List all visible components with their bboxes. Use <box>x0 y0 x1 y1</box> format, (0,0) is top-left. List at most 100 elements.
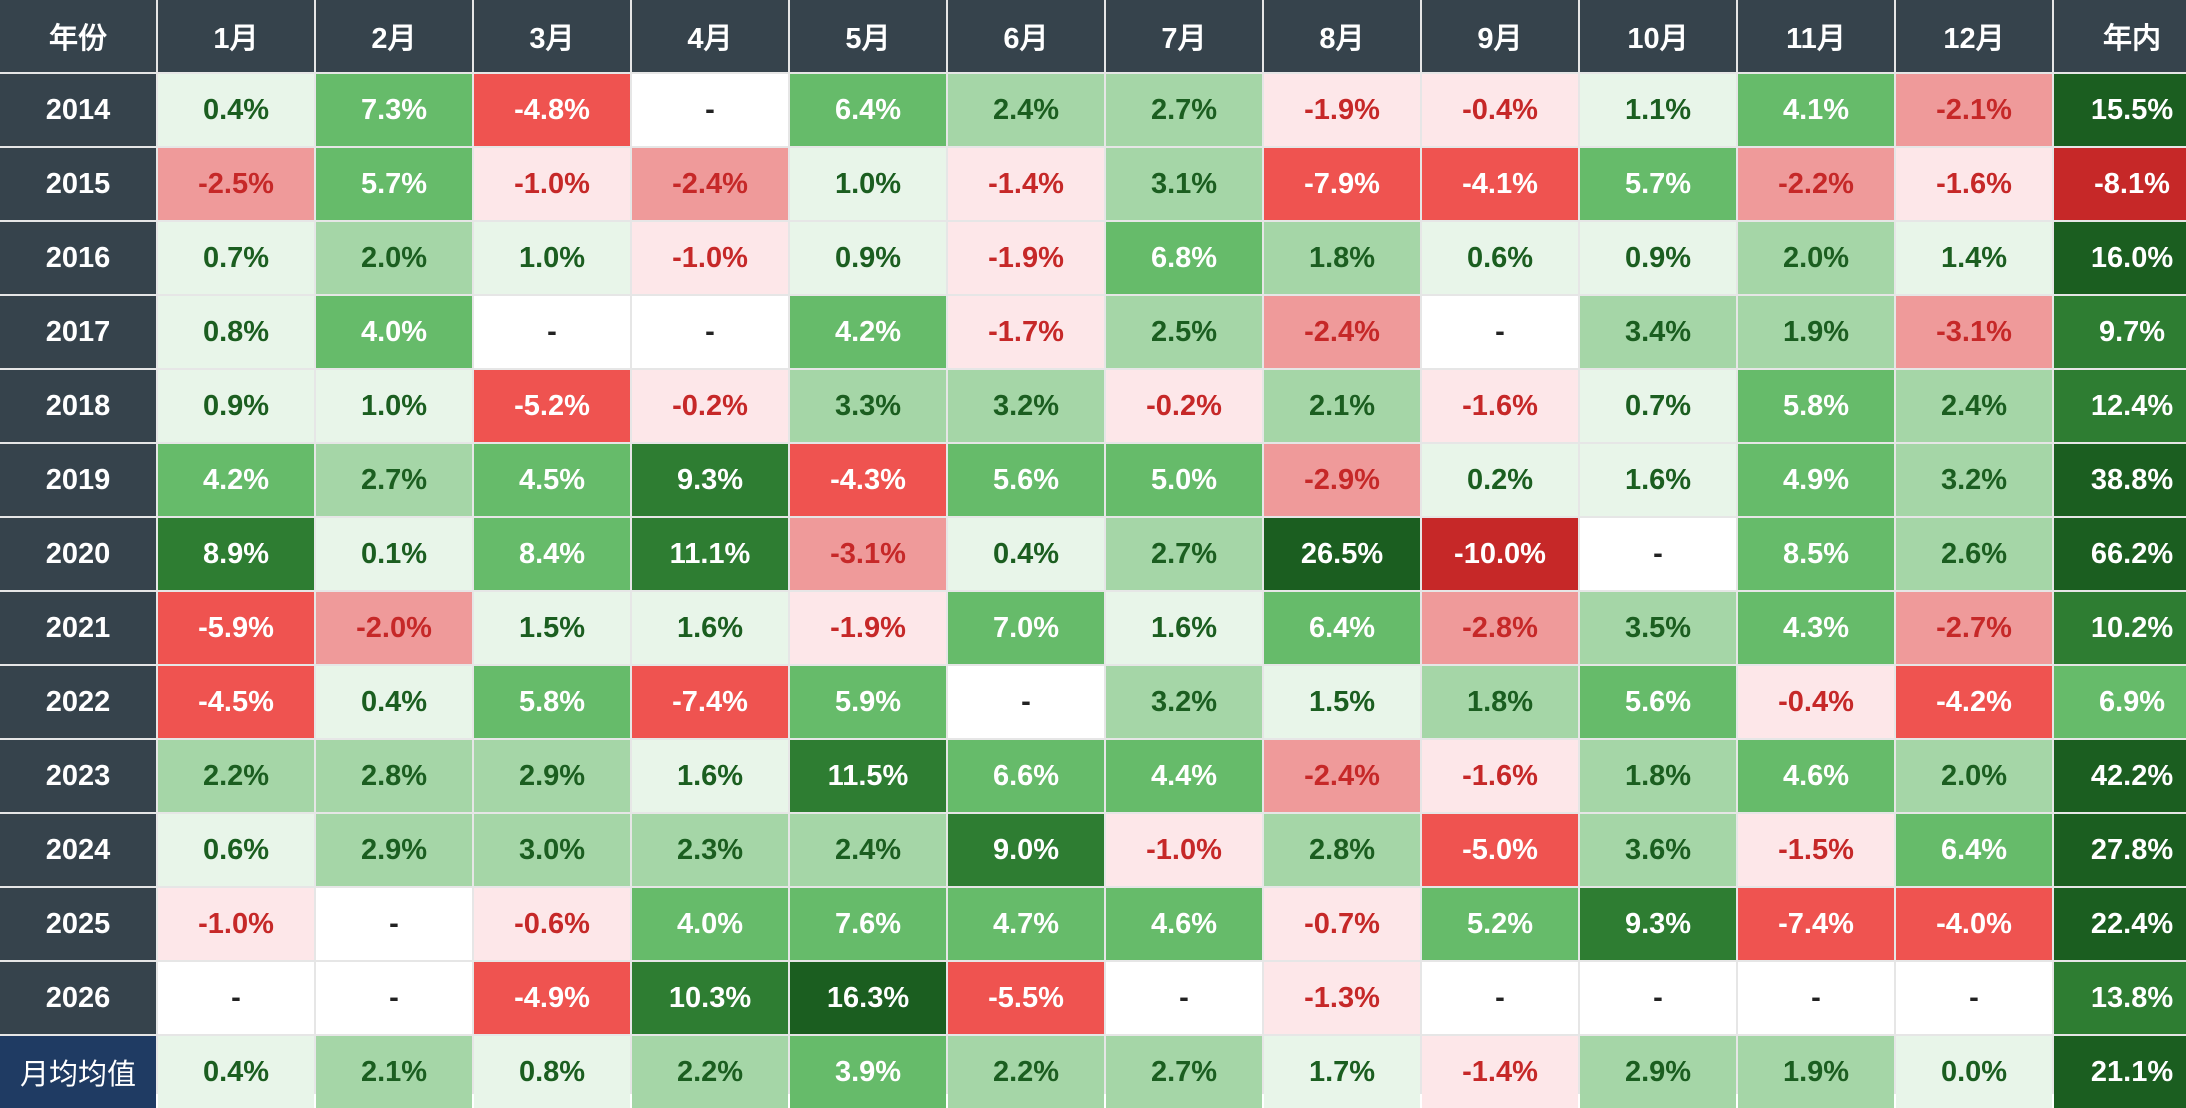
monthly-return-cell: 2.0% <box>1896 740 2052 812</box>
annual-return-cell: 38.8% <box>2054 444 2186 516</box>
monthly-return-cell: 3.6% <box>1580 814 1736 886</box>
monthly-return-cell: -2.7% <box>1896 592 2052 664</box>
monthly-return-cell: 1.4% <box>1896 222 2052 294</box>
monthly-return-cell: 3.4% <box>1580 296 1736 368</box>
monthly-return-cell: -1.9% <box>948 222 1104 294</box>
monthly-return-cell: 5.6% <box>1580 666 1736 738</box>
monthly-return-cell: -5.9% <box>158 592 314 664</box>
monthly-return-cell: -7.9% <box>1264 148 1420 220</box>
annual-return-cell: 10.2% <box>2054 592 2186 664</box>
monthly-return-cell: 6.6% <box>948 740 1104 812</box>
monthly-return-cell: 4.0% <box>316 296 472 368</box>
monthly-return-cell: 2.8% <box>1264 814 1420 886</box>
monthly-return-cell: 1.6% <box>1580 444 1736 516</box>
monthly-return-cell: 16.3% <box>790 962 946 1034</box>
monthly-return-cell: 1.9% <box>1738 1036 1894 1108</box>
monthly-return-cell: -1.6% <box>1422 370 1578 442</box>
year-label: 2019 <box>0 444 156 516</box>
annual-return-cell: 21.1% <box>2054 1036 2186 1108</box>
monthly-return-cell: - <box>1580 962 1736 1034</box>
annual-return-cell: 9.7% <box>2054 296 2186 368</box>
monthly-return-cell: 4.2% <box>158 444 314 516</box>
monthly-return-cell: -2.4% <box>1264 740 1420 812</box>
monthly-return-cell: 0.9% <box>790 222 946 294</box>
monthly-return-cell: 4.5% <box>474 444 630 516</box>
monthly-return-cell: 2.9% <box>316 814 472 886</box>
monthly-return-cell: 9.3% <box>1580 888 1736 960</box>
monthly-return-cell: -3.1% <box>790 518 946 590</box>
monthly-return-cell: 2.4% <box>948 74 1104 146</box>
monthly-return-cell: -3.1% <box>1896 296 2052 368</box>
year-label: 2020 <box>0 518 156 590</box>
monthly-return-cell: 2.2% <box>948 1036 1104 1108</box>
monthly-return-cell: 2.2% <box>632 1036 788 1108</box>
monthly-return-cell: -0.7% <box>1264 888 1420 960</box>
monthly-return-cell: -2.8% <box>1422 592 1578 664</box>
monthly-return-cell: -1.0% <box>632 222 788 294</box>
year-label: 2015 <box>0 148 156 220</box>
monthly-return-cell: -1.9% <box>1264 74 1420 146</box>
annual-return-cell: -8.1% <box>2054 148 2186 220</box>
monthly-return-cell: 1.5% <box>474 592 630 664</box>
monthly-return-cell: 4.4% <box>1106 740 1262 812</box>
monthly-return-cell: 2.9% <box>474 740 630 812</box>
monthly-return-cell: 2.7% <box>316 444 472 516</box>
monthly-return-cell: -1.6% <box>1422 740 1578 812</box>
monthly-return-cell: 4.9% <box>1738 444 1894 516</box>
monthly-return-cell: 6.4% <box>1264 592 1420 664</box>
monthly-return-cell: 4.6% <box>1738 740 1894 812</box>
monthly-return-cell: -1.4% <box>1422 1036 1578 1108</box>
monthly-return-cell: -2.0% <box>316 592 472 664</box>
year-label: 2014 <box>0 74 156 146</box>
monthly-return-cell: 0.8% <box>158 296 314 368</box>
monthly-return-cell: 2.7% <box>1106 1036 1262 1108</box>
monthly-return-cell: 4.0% <box>632 888 788 960</box>
monthly-return-cell: 10.3% <box>632 962 788 1034</box>
monthly-return-cell: 0.2% <box>1422 444 1578 516</box>
monthly-return-cell: 2.7% <box>1106 518 1262 590</box>
monthly-return-cell: - <box>316 962 472 1034</box>
monthly-return-cell: -10.0% <box>1422 518 1578 590</box>
monthly-return-cell: 1.8% <box>1264 222 1420 294</box>
year-label: 2025 <box>0 888 156 960</box>
monthly-return-cell: 0.9% <box>158 370 314 442</box>
monthly-return-cell: -4.0% <box>1896 888 2052 960</box>
monthly-return-cell: -4.3% <box>790 444 946 516</box>
monthly-return-cell: - <box>1106 962 1262 1034</box>
column-header: 3月 <box>474 0 630 72</box>
monthly-return-cell: -1.3% <box>1264 962 1420 1034</box>
monthly-return-cell: 4.3% <box>1738 592 1894 664</box>
monthly-return-cell: 2.3% <box>632 814 788 886</box>
monthly-return-cell: 0.9% <box>1580 222 1736 294</box>
monthly-return-cell: 7.3% <box>316 74 472 146</box>
monthly-return-cell: -2.4% <box>632 148 788 220</box>
monthly-return-cell: 5.7% <box>1580 148 1736 220</box>
monthly-return-cell: 4.2% <box>790 296 946 368</box>
monthly-return-cell: -5.2% <box>474 370 630 442</box>
monthly-return-cell: -2.2% <box>1738 148 1894 220</box>
monthly-return-cell: -4.1% <box>1422 148 1578 220</box>
monthly-return-cell: 5.8% <box>474 666 630 738</box>
year-label: 2026 <box>0 962 156 1034</box>
column-header: 年份 <box>0 0 156 72</box>
monthly-return-cell: -5.5% <box>948 962 1104 1034</box>
annual-return-cell: 12.4% <box>2054 370 2186 442</box>
monthly-return-cell: 0.4% <box>948 518 1104 590</box>
annual-return-cell: 27.8% <box>2054 814 2186 886</box>
monthly-return-cell: 2.2% <box>158 740 314 812</box>
monthly-return-cell: 8.9% <box>158 518 314 590</box>
monthly-return-cell: -0.6% <box>474 888 630 960</box>
monthly-return-cell: -4.8% <box>474 74 630 146</box>
monthly-return-cell: -1.0% <box>474 148 630 220</box>
monthly-return-cell: -1.7% <box>948 296 1104 368</box>
monthly-return-cell: - <box>632 296 788 368</box>
monthly-return-cell: 7.6% <box>790 888 946 960</box>
monthly-return-cell: -5.0% <box>1422 814 1578 886</box>
monthly-return-cell: 9.3% <box>632 444 788 516</box>
average-row-label: 月均均值 <box>0 1036 156 1108</box>
monthly-return-cell: 5.0% <box>1106 444 1262 516</box>
monthly-return-cell: 11.5% <box>790 740 946 812</box>
monthly-return-cell: 3.5% <box>1580 592 1736 664</box>
monthly-return-cell: 1.6% <box>1106 592 1262 664</box>
monthly-return-cell: 2.6% <box>1896 518 2052 590</box>
